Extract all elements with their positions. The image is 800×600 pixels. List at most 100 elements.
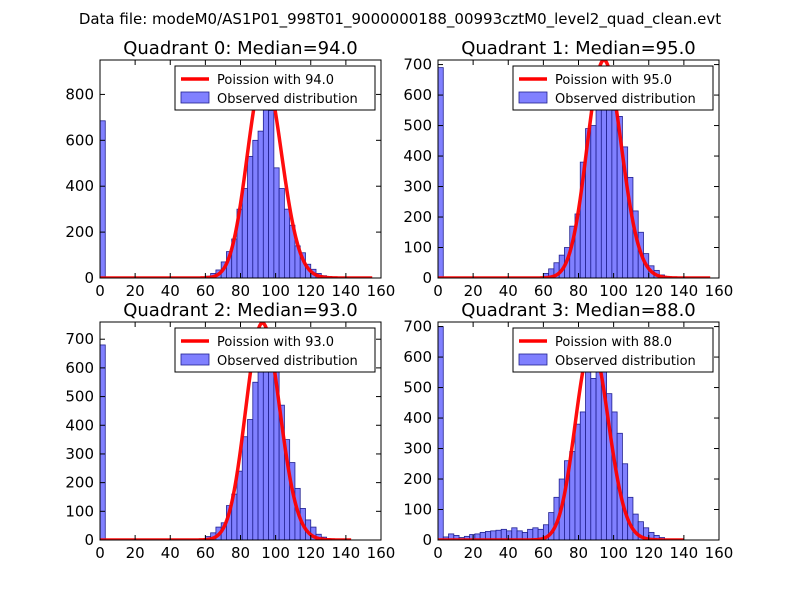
y-tick-label: 0 [84,531,94,549]
legend: Poission with 93.0 Observed distribution [174,327,376,373]
panel-title: Quadrant 3: Median=88.0 [461,300,696,321]
x-tick-label: 40 [161,282,180,300]
y-tick-label: 0 [422,531,432,549]
histogram-bar [579,411,586,540]
histogram-bar [262,82,269,278]
x-tick-label: 0 [95,544,105,562]
figure-title: Data file: modeM0/AS1P01_998T01_90000001… [79,10,721,29]
quadrant-2-panel: 0 20 40 60 80 100 120 140 160 0 100 200 300 400 500 600… [65,300,395,562]
poisson-curve [438,60,712,278]
x-tick-label: 80 [231,282,250,300]
histogram-bar [511,527,518,540]
x-tick-label: 160 [705,544,734,562]
x-tick-label: 100 [599,544,628,562]
legend-label-poisson: Poission with 93.0 [217,335,334,350]
x-tick-label: 160 [367,544,396,562]
y-tick-label: 300 [65,445,94,463]
x-tick-label: 100 [261,544,290,562]
y-tick-label: 700 [403,318,432,336]
legend-label-observed: Observed distribution [555,92,696,107]
legend-label-poisson: Poission with 88.0 [555,335,672,350]
y-tick-label: 200 [403,470,432,488]
panel-title: Quadrant 2: Median=93.0 [123,300,358,321]
y-tick-label: 800 [65,85,94,103]
legend-label-poisson: Poission with 94.0 [217,73,334,88]
y-tick-label: 400 [65,177,94,195]
legend-bar-swatch [180,353,210,366]
quadrant-1-panel: 0 20 40 60 80 100 120 140 160 0 100 200 300 400 500 600… [403,38,733,300]
legend-label-observed: Observed distribution [217,92,358,107]
histogram-bar [574,423,581,540]
y-tick-label: 200 [65,223,94,241]
histogram-bar [241,436,248,540]
legend-bar-swatch [518,91,548,104]
histogram-bar [241,188,248,278]
x-tick-label: 0 [95,282,105,300]
panel-title: Quadrant 1: Median=95.0 [461,38,696,59]
y-tick-label: 700 [65,330,94,348]
x-tick-label: 120 [634,282,663,300]
histogram-bar [252,381,259,540]
plot-content [438,60,712,278]
x-tick-label: 60 [534,282,553,300]
x-tick-label: 0 [433,282,443,300]
y-tick-label: 200 [65,474,94,492]
y-tick-label: 200 [403,208,432,226]
y-tick-label: 600 [65,131,94,149]
legend: Poission with 88.0 Observed distribution [512,327,714,373]
plot-content [438,326,685,540]
histogram-bar [257,356,264,540]
x-tick-label: 20 [126,544,145,562]
histogram-bar [100,344,106,540]
histogram-bar [606,94,613,278]
x-tick-label: 160 [705,282,734,300]
x-tick-label: 120 [296,282,325,300]
x-tick-label: 120 [634,544,663,562]
x-tick-label: 0 [433,544,443,562]
histogram-bar [257,130,264,278]
histogram-bar [278,188,285,278]
y-tick-label: 600 [403,86,432,104]
histogram-bar [236,470,243,540]
histogram-bar [284,208,291,278]
x-tick-label: 40 [499,282,518,300]
y-tick-label: 600 [65,359,94,377]
legend-label-observed: Observed distribution [217,354,358,369]
x-tick-label: 140 [332,544,361,562]
x-tick-label: 140 [332,282,361,300]
histogram-bar [438,67,444,278]
x-tick-label: 20 [126,282,145,300]
legend-label-poisson: Poission with 95.0 [555,73,672,88]
histogram-bar [590,125,597,278]
panel-title: Quadrant 0: Median=94.0 [123,38,358,59]
histogram-bar [438,326,444,540]
x-tick-label: 140 [670,544,699,562]
x-tick-label: 20 [464,544,483,562]
y-tick-label: 100 [65,502,94,520]
poisson-curve [100,322,353,540]
x-tick-label: 160 [367,282,396,300]
y-tick-label: 500 [403,379,432,397]
legend-bar-swatch [180,91,210,104]
y-tick-label: 600 [403,348,432,366]
histogram-bar [252,139,259,278]
y-tick-label: 700 [403,56,432,74]
plot-content [100,322,353,540]
histogram-bar [595,353,602,540]
x-tick-label: 20 [464,282,483,300]
x-tick-label: 60 [534,544,553,562]
x-tick-label: 40 [161,544,180,562]
y-tick-label: 400 [403,147,432,165]
legend-bar-swatch [518,353,548,366]
quadrant-0-panel: 0 20 40 60 80 100 120 140 160 0 200 400 600 800 Quadra… [65,38,395,300]
y-tick-label: 300 [403,178,432,196]
histogram-bar [247,155,254,278]
histogram-bar [247,419,254,540]
x-tick-label: 120 [296,544,325,562]
x-tick-label: 100 [599,282,628,300]
y-tick-label: 0 [422,269,432,287]
x-tick-label: 80 [231,544,250,562]
y-tick-label: 100 [403,501,432,519]
legend-label-observed: Observed distribution [555,354,696,369]
